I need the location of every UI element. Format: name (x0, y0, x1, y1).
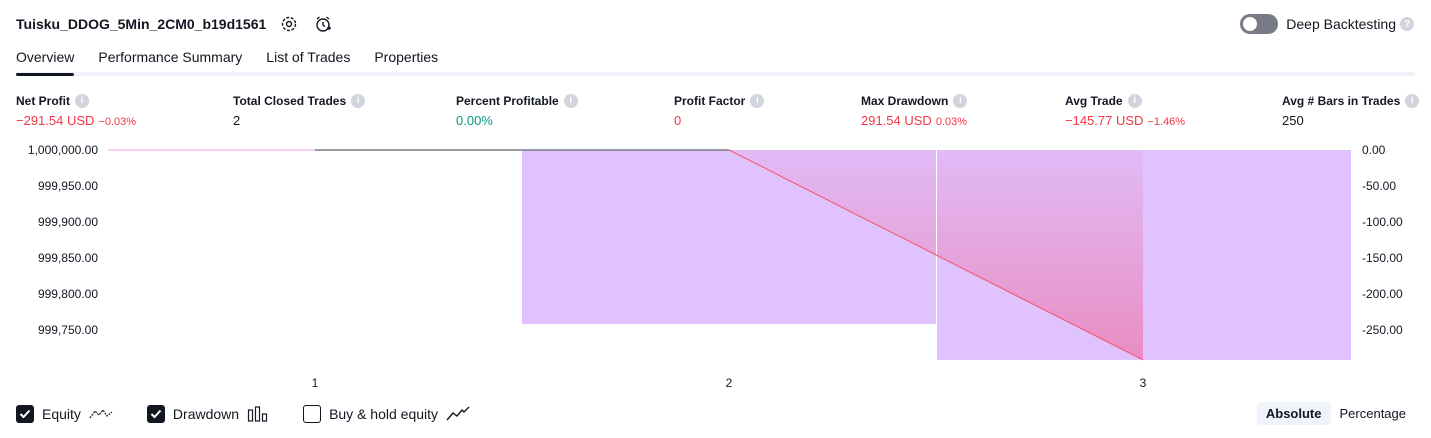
tab-list-of-trades[interactable]: List of Trades (266, 49, 351, 65)
tab-performance-summary[interactable]: Performance Summary (98, 49, 243, 65)
info-icon[interactable]: i (563, 94, 578, 108)
info-icon[interactable]: i (750, 94, 765, 108)
right-axis-tick: 0.00 (1362, 143, 1386, 157)
metric-total-closed-trades: Total Closed Trades i 2 (233, 94, 366, 128)
settings-gear-icon[interactable] (278, 13, 300, 35)
metric-value-text: 250 (1282, 113, 1304, 128)
drawdown-bars-icon (247, 406, 269, 422)
metric-percent: −1.46% (1147, 116, 1186, 128)
metric-profit-factor: Profit Factor i 0 (674, 94, 765, 128)
metric-percent: 0.03% (935, 116, 968, 128)
metric-value: 291.54 USD 0.03% (861, 113, 967, 128)
x-axis-tick: 3 (1140, 376, 1147, 390)
metric-value-text: 0.00% (456, 113, 493, 128)
equity-line (728, 149, 1144, 361)
chart-svg: 1,000,000.00 999,950.00 999,900.00 999,850.… (28, 143, 1403, 390)
checkbox-checked[interactable] (146, 405, 165, 423)
percentage-mode-button[interactable]: Percentage (1339, 406, 1407, 421)
metric-title-text: Avg Trade (1065, 94, 1123, 108)
metric-value-text: 2 (233, 113, 241, 128)
metric-value: 0.00% (456, 113, 578, 128)
right-axis-tick: -150.00 (1362, 251, 1403, 265)
equity-line-icon (89, 406, 113, 422)
chart-legend: Equity Drawdown Buy & hold equity (16, 405, 504, 423)
left-axis-tick: 999,900.00 (38, 215, 98, 229)
metric-value-text: −291.54 USD (16, 113, 95, 128)
metric-percent-profitable: Percent Profitable i 0.00% (456, 94, 578, 128)
info-icon[interactable]: i (1127, 94, 1142, 108)
left-axis-tick: 999,750.00 (38, 323, 98, 337)
x-axis-tick: 2 (726, 376, 733, 390)
legend-label: Buy & hold equity (329, 406, 439, 422)
deep-backtesting-control: Deep Backtesting ? (1240, 13, 1414, 35)
info-icon[interactable]: i (953, 94, 968, 108)
left-axis-tick: 1,000,000.00 (28, 143, 98, 157)
deep-backtesting-label: Deep Backtesting (1286, 16, 1396, 32)
metric-title-text: Net Profit (16, 94, 70, 108)
checkbox-unchecked[interactable] (303, 405, 322, 423)
toggle-knob (1243, 17, 1258, 31)
metric-avg-bars-in-trades: Avg # Bars in Trades i 250 (1282, 94, 1420, 128)
metric-max-drawdown: Max Drawdown i 291.54 USD 0.03% (861, 94, 968, 128)
metric-title: Profit Factor i (674, 94, 765, 108)
metric-value: 2 (233, 113, 365, 128)
chart-footer: Equity Drawdown Buy & hold equity Absolute… (16, 402, 1415, 426)
tab-list: Overview Performance Summary List of Trade… (16, 44, 1415, 76)
metric-title: Avg # Bars in Trades i (1282, 94, 1420, 108)
legend-buy-hold-equity[interactable]: Buy & hold equity (303, 405, 470, 423)
deep-backtesting-toggle[interactable] (1240, 14, 1279, 34)
left-axis-tick: 999,950.00 (38, 179, 98, 193)
strategy-name: Tuisku_DDOG_5Min_2CM0_b19d1561 (16, 16, 267, 32)
metric-title-text: Total Closed Trades (233, 94, 347, 108)
metric-title-text: Avg # Bars in Trades (1282, 94, 1401, 108)
equity-chart: 1,000,000.00 999,950.00 999,900.00 999,850.… (0, 140, 1431, 400)
info-icon[interactable]: i (1405, 94, 1420, 108)
metric-value: −145.77 USD −1.46% (1065, 113, 1185, 128)
metric-title-text: Profit Factor (674, 94, 746, 108)
metric-title: Max Drawdown i (861, 94, 968, 108)
help-icon[interactable]: ? (1400, 17, 1414, 31)
metric-avg-trade: Avg Trade i −145.77 USD −1.46% (1065, 94, 1185, 128)
metric-percent: −0.03% (98, 116, 137, 128)
info-icon[interactable]: i (351, 94, 366, 108)
metric-value: 0 (674, 113, 764, 128)
checkmark-icon (19, 409, 31, 419)
legend-label: Equity (42, 406, 81, 422)
legend-equity[interactable]: Equity (16, 405, 113, 423)
metric-value: −291.54 USD −0.03% (16, 113, 136, 128)
legend-drawdown[interactable]: Drawdown (146, 405, 269, 423)
absolute-mode-button[interactable]: Absolute (1256, 402, 1331, 425)
buyhold-line-icon (446, 406, 470, 422)
metric-value-text: 291.54 USD (861, 113, 932, 128)
right-axis-tick: -100.00 (1362, 215, 1403, 229)
metric-title: Net Profit i (16, 94, 136, 108)
metric-net-profit: Net Profit i −291.54 USD −0.03% (16, 94, 136, 128)
metric-title-text: Max Drawdown (861, 94, 949, 108)
metric-value-text: 0 (674, 113, 682, 128)
metric-value: 250 (1282, 113, 1419, 128)
metric-title: Avg Trade i (1065, 94, 1185, 108)
right-axis-tick: -50.00 (1362, 179, 1396, 193)
info-icon[interactable]: i (75, 94, 89, 108)
left-axis-tick: 999,850.00 (38, 251, 98, 265)
tab-bar: Overview Performance Summary List of Trade… (16, 44, 1415, 76)
equity-area (729, 150, 1143, 360)
metric-value-text: −145.77 USD (1065, 113, 1144, 128)
left-axis-tick: 999,800.00 (38, 287, 98, 301)
strategy-header: Tuisku_DDOG_5Min_2CM0_b19d1561 (16, 12, 334, 36)
checkmark-icon (150, 409, 162, 419)
x-axis-tick: 1 (312, 376, 319, 390)
checkbox-checked[interactable] (16, 405, 34, 423)
right-axis-tick: -250.00 (1362, 323, 1403, 337)
tab-properties[interactable]: Properties (374, 49, 439, 65)
scale-mode-switch: Absolute Percentage (1256, 402, 1415, 425)
metrics-row: Net Profit i −291.54 USD −0.03% Total Closed… (0, 94, 1431, 134)
metric-title: Percent Profitable i (456, 94, 578, 108)
metric-title: Total Closed Trades i (233, 94, 366, 108)
legend-label: Drawdown (172, 406, 240, 422)
tab-overview[interactable]: Overview (16, 44, 75, 76)
add-alert-icon[interactable] (312, 13, 334, 35)
right-axis-tick: -200.00 (1362, 287, 1403, 301)
metric-title-text: Percent Profitable (456, 94, 559, 108)
